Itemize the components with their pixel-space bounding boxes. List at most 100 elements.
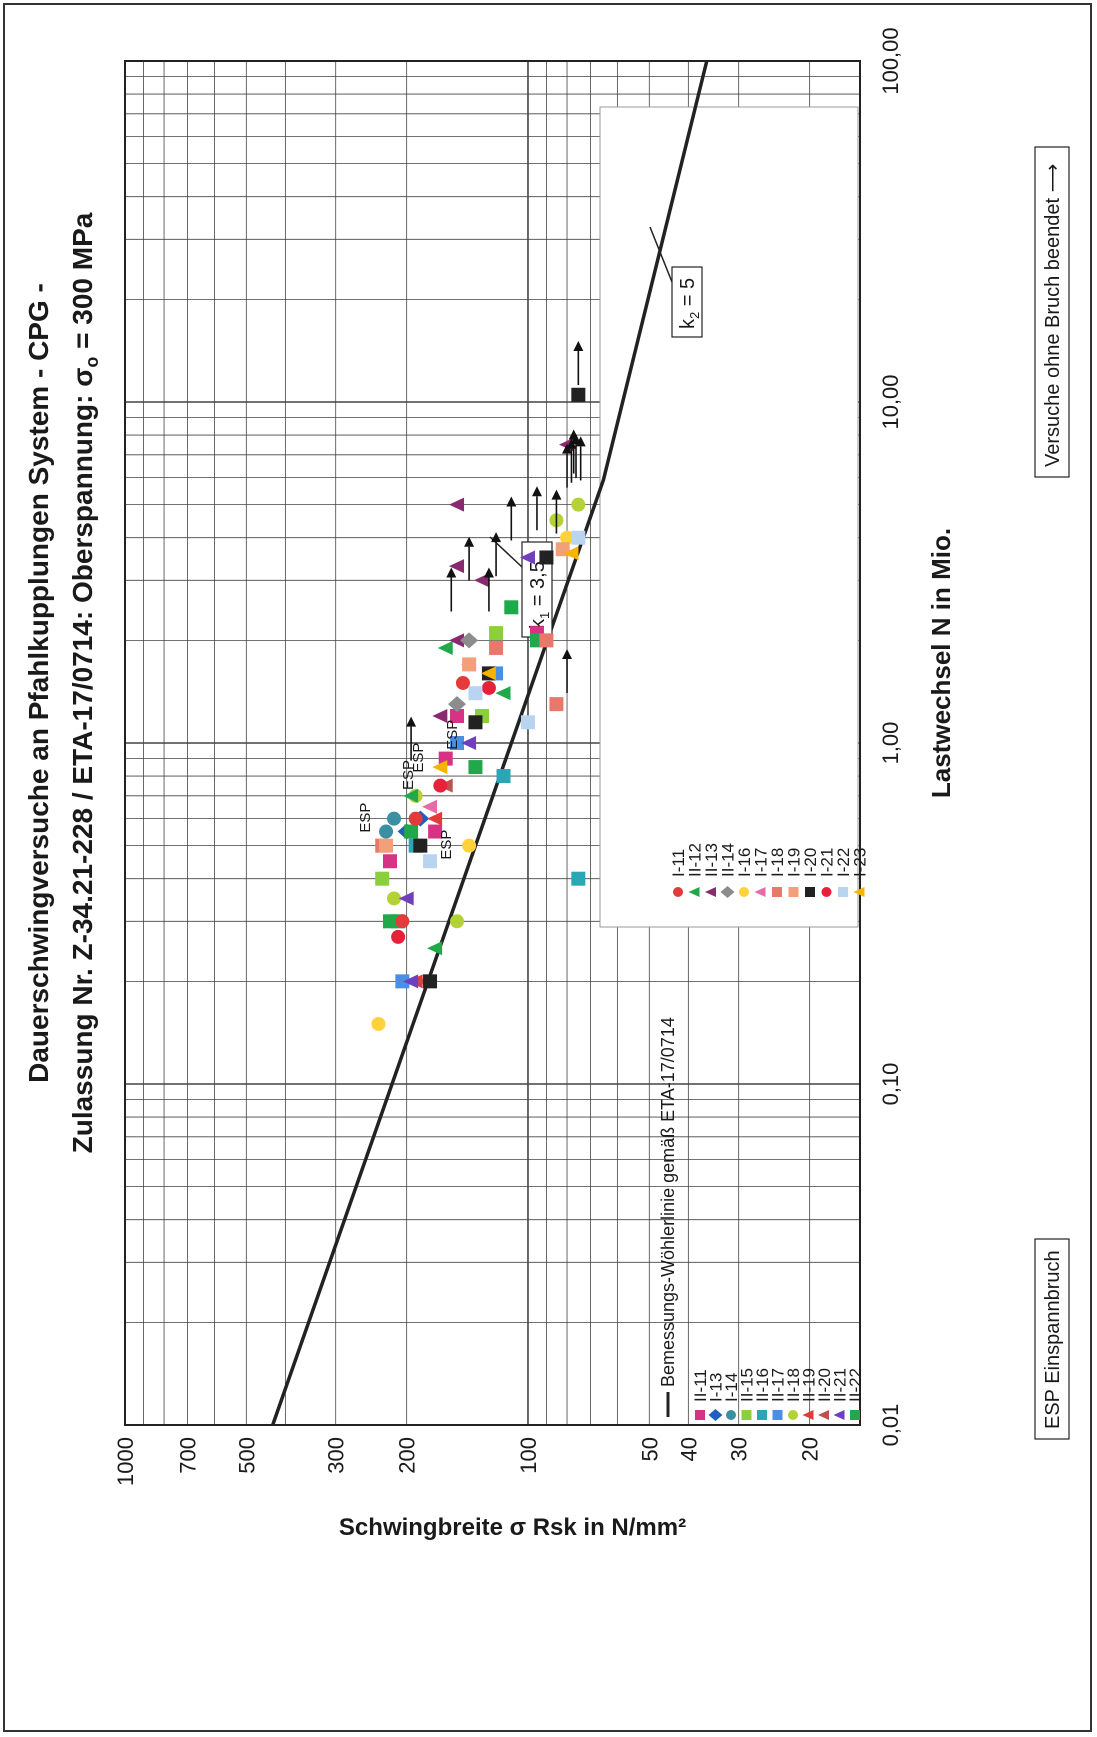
- point-ii-12: [437, 640, 453, 655]
- point-ii-11: [438, 751, 453, 766]
- esp-label: ESP: [400, 760, 417, 790]
- point-i-18: [539, 633, 554, 648]
- point-i-21: [433, 778, 448, 793]
- point-i-20: [413, 838, 428, 853]
- point-i-23: [563, 546, 579, 561]
- point-ii-21: [519, 550, 535, 565]
- legend-marker-ii-21: [833, 1410, 845, 1420]
- chart-title-line2: Zulassung Nr. Z-34.21-228 / ETA-17/0714:…: [67, 212, 102, 1153]
- legend-marker-ii-14: [720, 886, 735, 898]
- point-ii-19: [427, 811, 443, 826]
- point-i-17: [422, 799, 438, 814]
- point-ii-14: [448, 696, 467, 713]
- legend-marker-ii-22: [850, 1410, 860, 1420]
- esp-label: ESP: [410, 743, 427, 773]
- point-i-23: [480, 666, 496, 681]
- y-tick-label: 200: [395, 1437, 420, 1474]
- point-ii-22: [468, 760, 483, 775]
- point-ii-13: [449, 559, 465, 574]
- legend-marker-ii-13: [705, 887, 716, 897]
- point-i-20: [468, 715, 483, 730]
- runout-arrow-head: [551, 489, 562, 500]
- legend-label-ii-12: II-12: [686, 843, 705, 877]
- legend-label-i-13: I-13: [707, 1373, 726, 1402]
- runout-arrow-head: [446, 567, 457, 578]
- legend-marker-ii-15: [741, 1410, 752, 1420]
- point-i-19: [379, 838, 394, 853]
- point-ii-17: [395, 974, 410, 989]
- point-ii-16: [496, 769, 511, 784]
- point-i-16: [371, 1016, 386, 1031]
- legend-marker-ii-19: [802, 1410, 814, 1420]
- point-i-11: [408, 811, 423, 826]
- tick-labels: 0,01 0,10 1,00 10,00 100,00 1000 700 500 300 200 1…: [113, 27, 1070, 1541]
- legend-background: [599, 106, 859, 928]
- point-i-20: [571, 387, 586, 402]
- legend-marker-i-22: [838, 887, 848, 897]
- point-i-21: [481, 680, 496, 695]
- esp-note: ESP Einspannbruch: [1042, 1250, 1064, 1429]
- x-tick-label: 1,00: [878, 722, 903, 765]
- legend-label-i-18: I-18: [768, 848, 787, 877]
- k2-label: k2 = 5: [677, 278, 702, 329]
- y-tick-label: 100: [516, 1437, 541, 1474]
- point-i-18: [549, 697, 564, 712]
- legend-label-ii-19: II-19: [800, 1368, 819, 1402]
- point-ii-18: [387, 891, 402, 906]
- legend-label-ii-16: II-16: [753, 1368, 772, 1402]
- point-i-19: [462, 657, 477, 672]
- point-ii-22: [404, 824, 419, 839]
- point-ii-15: [375, 871, 390, 886]
- titles: Dauerschwingversuche an Pfahlkupplungen …: [23, 212, 102, 1153]
- point-i-20: [423, 974, 438, 989]
- point-i-23: [432, 760, 448, 775]
- legend-design-line-label: Bemessungs-Wöhlerlinie gemäß ETA-17/0714: [658, 1017, 678, 1387]
- k1-label: k1 = 3,5: [527, 561, 552, 629]
- point-i-16: [462, 838, 477, 853]
- point-ii-18: [450, 914, 465, 929]
- legend-label-ii-18: II-18: [784, 1368, 803, 1402]
- point-ii-12: [403, 788, 419, 803]
- y-tick-label: 50: [637, 1437, 662, 1461]
- grid: [124, 61, 860, 1426]
- legend-label-ii-20: II-20: [815, 1368, 834, 1402]
- page-frame: [3, 3, 1092, 1732]
- point-i-11: [455, 675, 470, 690]
- point-ii-13: [432, 708, 448, 723]
- legend-marker-ii-17: [772, 1410, 783, 1420]
- point-ii-21: [398, 891, 414, 906]
- runout-arrow-head: [464, 536, 475, 547]
- point-ii-12: [495, 686, 511, 701]
- y-tick-label: 1000: [113, 1437, 138, 1486]
- runout-arrow-head: [491, 532, 502, 543]
- runout-arrow-head: [483, 567, 494, 578]
- legend-marker-ii-16: [757, 1410, 767, 1420]
- y-tick-label: 300: [324, 1437, 349, 1474]
- legend-label-ii-13: II-13: [702, 843, 721, 877]
- legend-label-i-11: I-11: [669, 849, 688, 877]
- y-tick-label: 30: [727, 1437, 752, 1461]
- legend-marker-i-14: [726, 1410, 736, 1420]
- y-tick-label: 500: [234, 1437, 259, 1474]
- point-ii-16: [571, 871, 586, 886]
- legend-marker-i-18: [772, 887, 782, 897]
- point-ii-13: [449, 633, 465, 648]
- point-i-14: [387, 811, 402, 826]
- legend-label-ii-21: II-21: [831, 1368, 850, 1402]
- point-ii-21: [403, 974, 419, 989]
- point-ii-22: [504, 600, 519, 615]
- chart-title-line1: Dauerschwingversuche an Pfahlkupplungen …: [23, 283, 54, 1083]
- design-line: k1 = 3,5 k2 = 5: [271, 60, 709, 1426]
- runout-arrow-head: [406, 716, 417, 727]
- point-ii-18: [571, 497, 586, 512]
- esp-label: ESP: [444, 720, 461, 750]
- legend-label-i-19: I-19: [785, 848, 804, 877]
- legend-label-i-21: I-21: [818, 848, 837, 877]
- point-i-22: [423, 854, 438, 869]
- legend-marker-i-17: [754, 887, 766, 897]
- legend-label-ii-11: II-11: [691, 1369, 710, 1402]
- legend-marker-ii-11: [695, 1410, 705, 1420]
- legend-label-i-22: I-22: [834, 848, 853, 877]
- point-ii-13: [449, 497, 465, 512]
- point-i-21: [391, 929, 406, 944]
